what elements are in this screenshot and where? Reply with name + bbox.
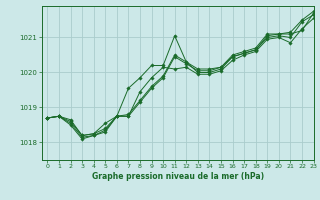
- X-axis label: Graphe pression niveau de la mer (hPa): Graphe pression niveau de la mer (hPa): [92, 172, 264, 181]
